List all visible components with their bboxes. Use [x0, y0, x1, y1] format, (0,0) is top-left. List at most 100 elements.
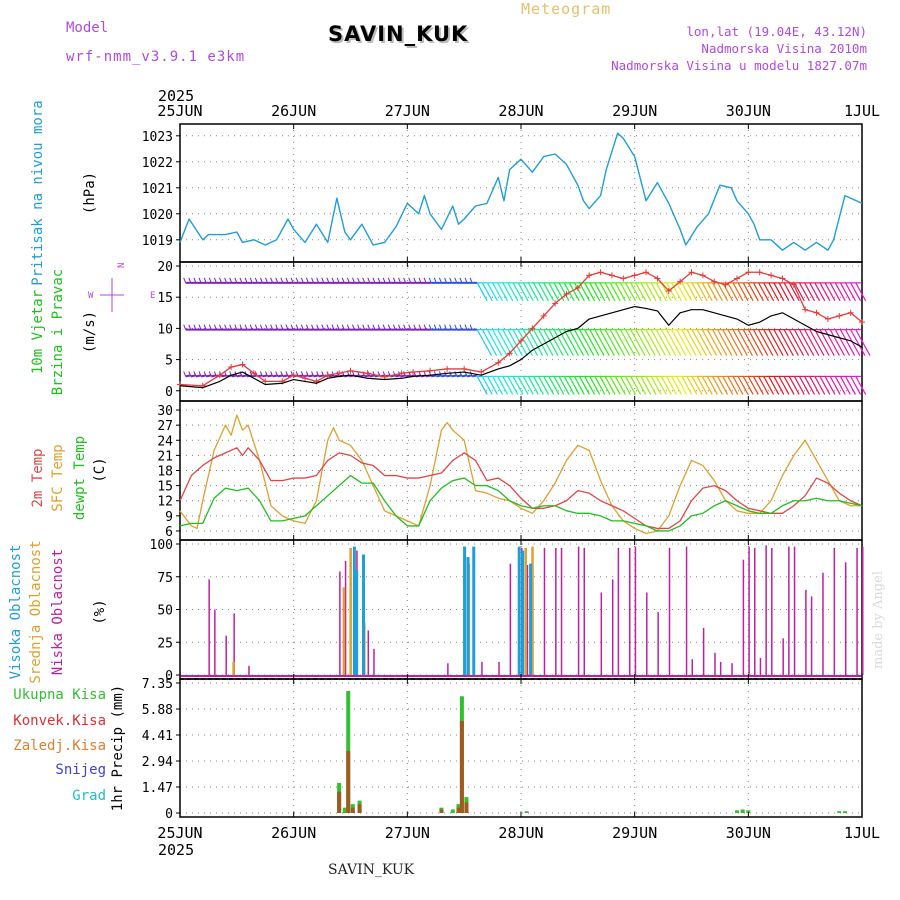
wind-gust-marker [586, 272, 593, 279]
wind-barb [589, 329, 605, 356]
wind-gust-marker [262, 378, 269, 385]
wind-barb [527, 376, 539, 395]
cloud-bar-2 [517, 546, 521, 675]
wind-barb [650, 282, 662, 302]
wind-barb [532, 376, 544, 395]
wind-barb [198, 371, 202, 377]
precip-bar-1 [346, 751, 351, 813]
y-tick-label: 50 [157, 604, 173, 619]
cloud-bar-0 [748, 546, 750, 675]
wind-barb [249, 277, 253, 284]
wind-barb [367, 277, 371, 284]
cloud-bar-0 [862, 546, 864, 675]
wind-barb [814, 376, 826, 395]
cloud-units: (%) [92, 599, 108, 624]
wind-barb [285, 324, 289, 330]
cloud-bar-0 [583, 547, 586, 675]
wind-gust-marker [847, 309, 854, 316]
wind-barb [752, 282, 764, 302]
cloud-bar-2 [355, 570, 359, 675]
cloud-bar-0 [367, 630, 370, 675]
wind-barb [768, 329, 784, 356]
wind-gust-marker [290, 372, 297, 379]
wind-barb [793, 376, 805, 395]
cloud-bar-0 [248, 665, 250, 675]
wind-barb [778, 282, 790, 302]
wind-barb [382, 324, 386, 330]
wind-gust-marker [563, 291, 570, 298]
cloud-bar-2 [529, 563, 533, 675]
wind-barb [686, 329, 702, 356]
wind-barb [433, 324, 437, 330]
wind-barb [372, 324, 376, 330]
wind-barb [712, 282, 723, 302]
precip-bar-1 [439, 809, 444, 813]
x-tick-top-28JUN: 28JUN [498, 102, 543, 120]
wind-barb [665, 376, 677, 395]
wind-barb [517, 329, 533, 356]
precip-legend-2: Zaledj.Kisa [13, 738, 106, 754]
cloud-ylabel-low: Niska Oblacnost [50, 549, 66, 675]
wind-barb [793, 329, 810, 356]
cloud-bar-0 [233, 613, 235, 675]
wind-barb [224, 277, 228, 284]
wind-barb [444, 324, 448, 330]
wind-barb [229, 324, 233, 330]
precip-bar-0 [524, 811, 529, 813]
cloud-ylabel-high: Visoka Oblacnost [8, 545, 24, 680]
wind-barb [742, 329, 759, 356]
y-tick-label: 30 [157, 404, 173, 419]
wind-barb [239, 277, 243, 284]
wind-barb [604, 376, 616, 395]
wind-barb [773, 329, 789, 356]
wind-barb [213, 324, 217, 330]
wind-barb [809, 282, 821, 302]
wind-barb [696, 376, 708, 395]
cloud-bar-0 [742, 559, 745, 675]
wind-barb [476, 329, 493, 356]
wind-barb [244, 324, 248, 330]
wind-barb [824, 282, 836, 302]
wind-gust-marker [790, 281, 797, 288]
wind-barb [377, 277, 381, 284]
wind-barb [691, 329, 707, 356]
wind-barb [387, 277, 391, 284]
wind-barb [778, 329, 794, 356]
wind-barb [476, 376, 488, 395]
wind-barb [701, 329, 718, 356]
wind-barb [850, 282, 862, 302]
year-label-bottom: 2025 [158, 841, 194, 859]
wind-gust-marker [824, 316, 831, 323]
wind-units: (m/s) [82, 311, 98, 353]
panel-frame-precip [179, 678, 863, 818]
wind-barb [316, 371, 320, 377]
y-tick-label: 100 [150, 538, 173, 553]
compass-n: N [117, 263, 127, 268]
wind-barb [732, 282, 744, 302]
wind-barb [377, 324, 381, 330]
precip-bar-0 [450, 809, 455, 813]
wind-barb [752, 329, 769, 356]
wind-barb [305, 324, 309, 330]
wind-barb [829, 376, 841, 395]
wind-barb [423, 324, 427, 330]
wind-barb [428, 324, 432, 330]
wind-barb [809, 376, 821, 395]
precip-bar-0 [746, 810, 751, 813]
wind-barb [492, 376, 504, 395]
wind-barb [594, 376, 606, 395]
wind-barb [676, 329, 692, 356]
wind-gust-marker [506, 350, 513, 357]
wind-barb [829, 329, 845, 356]
pressure-ylabel: Pritisak na nivou mora [30, 100, 46, 285]
wind-barb [727, 329, 743, 356]
cloud-bar-0 [617, 547, 620, 675]
wind-barb [433, 371, 437, 377]
wind-barb [372, 277, 376, 284]
pressure-line [179, 132, 863, 251]
wind-barb [502, 282, 514, 302]
y-tick-label: 24 [157, 434, 173, 449]
wind-barb [352, 324, 355, 330]
y-tick-label: 15 [157, 291, 173, 306]
wind-barb [423, 277, 427, 284]
